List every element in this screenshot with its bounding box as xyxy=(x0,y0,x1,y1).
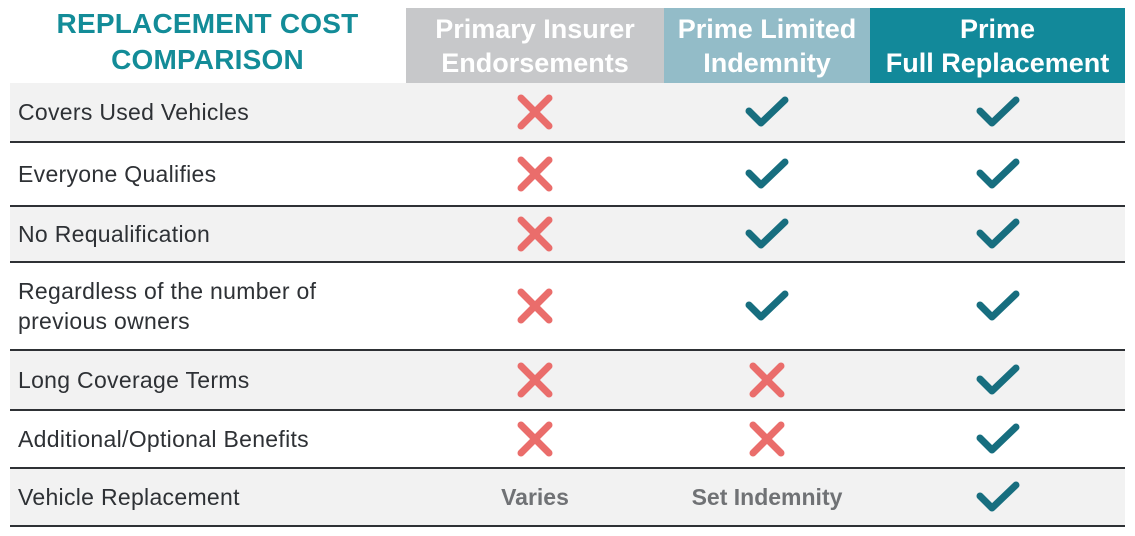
table-cell xyxy=(406,83,664,141)
cross-icon xyxy=(747,360,787,400)
table-cell: Varies xyxy=(406,469,664,525)
check-icon xyxy=(975,288,1021,324)
column-header-line-2: Endorsements xyxy=(441,47,629,78)
table-cell xyxy=(870,207,1125,261)
table-cell xyxy=(870,411,1125,467)
column-header-prime-full: Prime Full Replacement xyxy=(870,8,1125,83)
check-icon xyxy=(975,362,1021,398)
check-icon xyxy=(975,479,1021,515)
table-cell xyxy=(406,411,664,467)
table-cell xyxy=(664,351,870,409)
column-header-prime-limited: Prime Limited Indemnity xyxy=(664,8,870,83)
table-row: Long Coverage Terms xyxy=(10,351,1125,411)
row-label: Vehicle Replacement xyxy=(18,484,240,510)
check-icon xyxy=(744,156,790,192)
table-cell xyxy=(406,143,664,205)
table-row: No Requalification xyxy=(10,207,1125,263)
table-cell xyxy=(870,469,1125,525)
table-cell xyxy=(870,143,1125,205)
check-icon xyxy=(744,94,790,130)
cross-icon xyxy=(515,360,555,400)
cross-icon xyxy=(515,419,555,459)
row-label: Everyone Qualifies xyxy=(18,161,217,187)
header-row: REPLACEMENT COST COMPARISON Primary Insu… xyxy=(0,0,1135,83)
cell-text: Varies xyxy=(501,483,569,510)
check-icon xyxy=(744,216,790,252)
table-cell xyxy=(870,83,1125,141)
column-header-line-1: Prime Limited xyxy=(677,13,857,44)
table-cell xyxy=(664,411,870,467)
table-row: Additional/Optional Benefits xyxy=(10,411,1125,469)
table-row: Vehicle Replacement Varies Set Indemnity xyxy=(10,469,1125,527)
page-title-line-2: COMPARISON xyxy=(111,43,304,75)
cell-text: Set Indemnity xyxy=(691,483,843,510)
table-row: Regardless of the number of previous own… xyxy=(10,263,1125,351)
row-label: Long Coverage Terms xyxy=(18,367,250,393)
cross-icon xyxy=(515,92,555,132)
row-label: Regardless of the number of previous own… xyxy=(18,278,317,334)
page-title: REPLACEMENT COST COMPARISON xyxy=(10,0,405,83)
row-label: Covers Used Vehicles xyxy=(18,99,249,125)
check-icon xyxy=(975,216,1021,252)
table-cell: Set Indemnity xyxy=(664,469,870,525)
table-cell xyxy=(664,207,870,261)
table-row: Covers Used Vehicles xyxy=(10,83,1125,143)
table-cell xyxy=(664,263,870,349)
check-icon xyxy=(744,288,790,324)
column-header-primary-insurer: Primary Insurer Endorsements xyxy=(406,8,664,83)
cross-icon xyxy=(515,154,555,194)
column-header-line-1: Prime xyxy=(959,13,1036,44)
column-header-line-1: Primary Insurer xyxy=(435,13,635,44)
cross-icon xyxy=(515,214,555,254)
row-label: Additional/Optional Benefits xyxy=(18,426,309,452)
cross-icon xyxy=(515,286,555,326)
table-cell xyxy=(406,263,664,349)
check-icon xyxy=(975,421,1021,457)
column-header-line-2: Indemnity xyxy=(703,47,831,78)
table-cell xyxy=(664,83,870,141)
column-header-line-2: Full Replacement xyxy=(885,47,1110,78)
table-cell xyxy=(406,207,664,261)
table-cell xyxy=(664,143,870,205)
page-title-line-1: REPLACEMENT COST xyxy=(56,7,359,39)
cross-icon xyxy=(747,419,787,459)
row-label: No Requalification xyxy=(18,221,211,247)
table-cell xyxy=(406,351,664,409)
table-cell xyxy=(870,263,1125,349)
table-row: Everyone Qualifies xyxy=(10,143,1125,207)
check-icon xyxy=(975,94,1021,130)
table-cell xyxy=(870,351,1125,409)
check-icon xyxy=(975,156,1021,192)
